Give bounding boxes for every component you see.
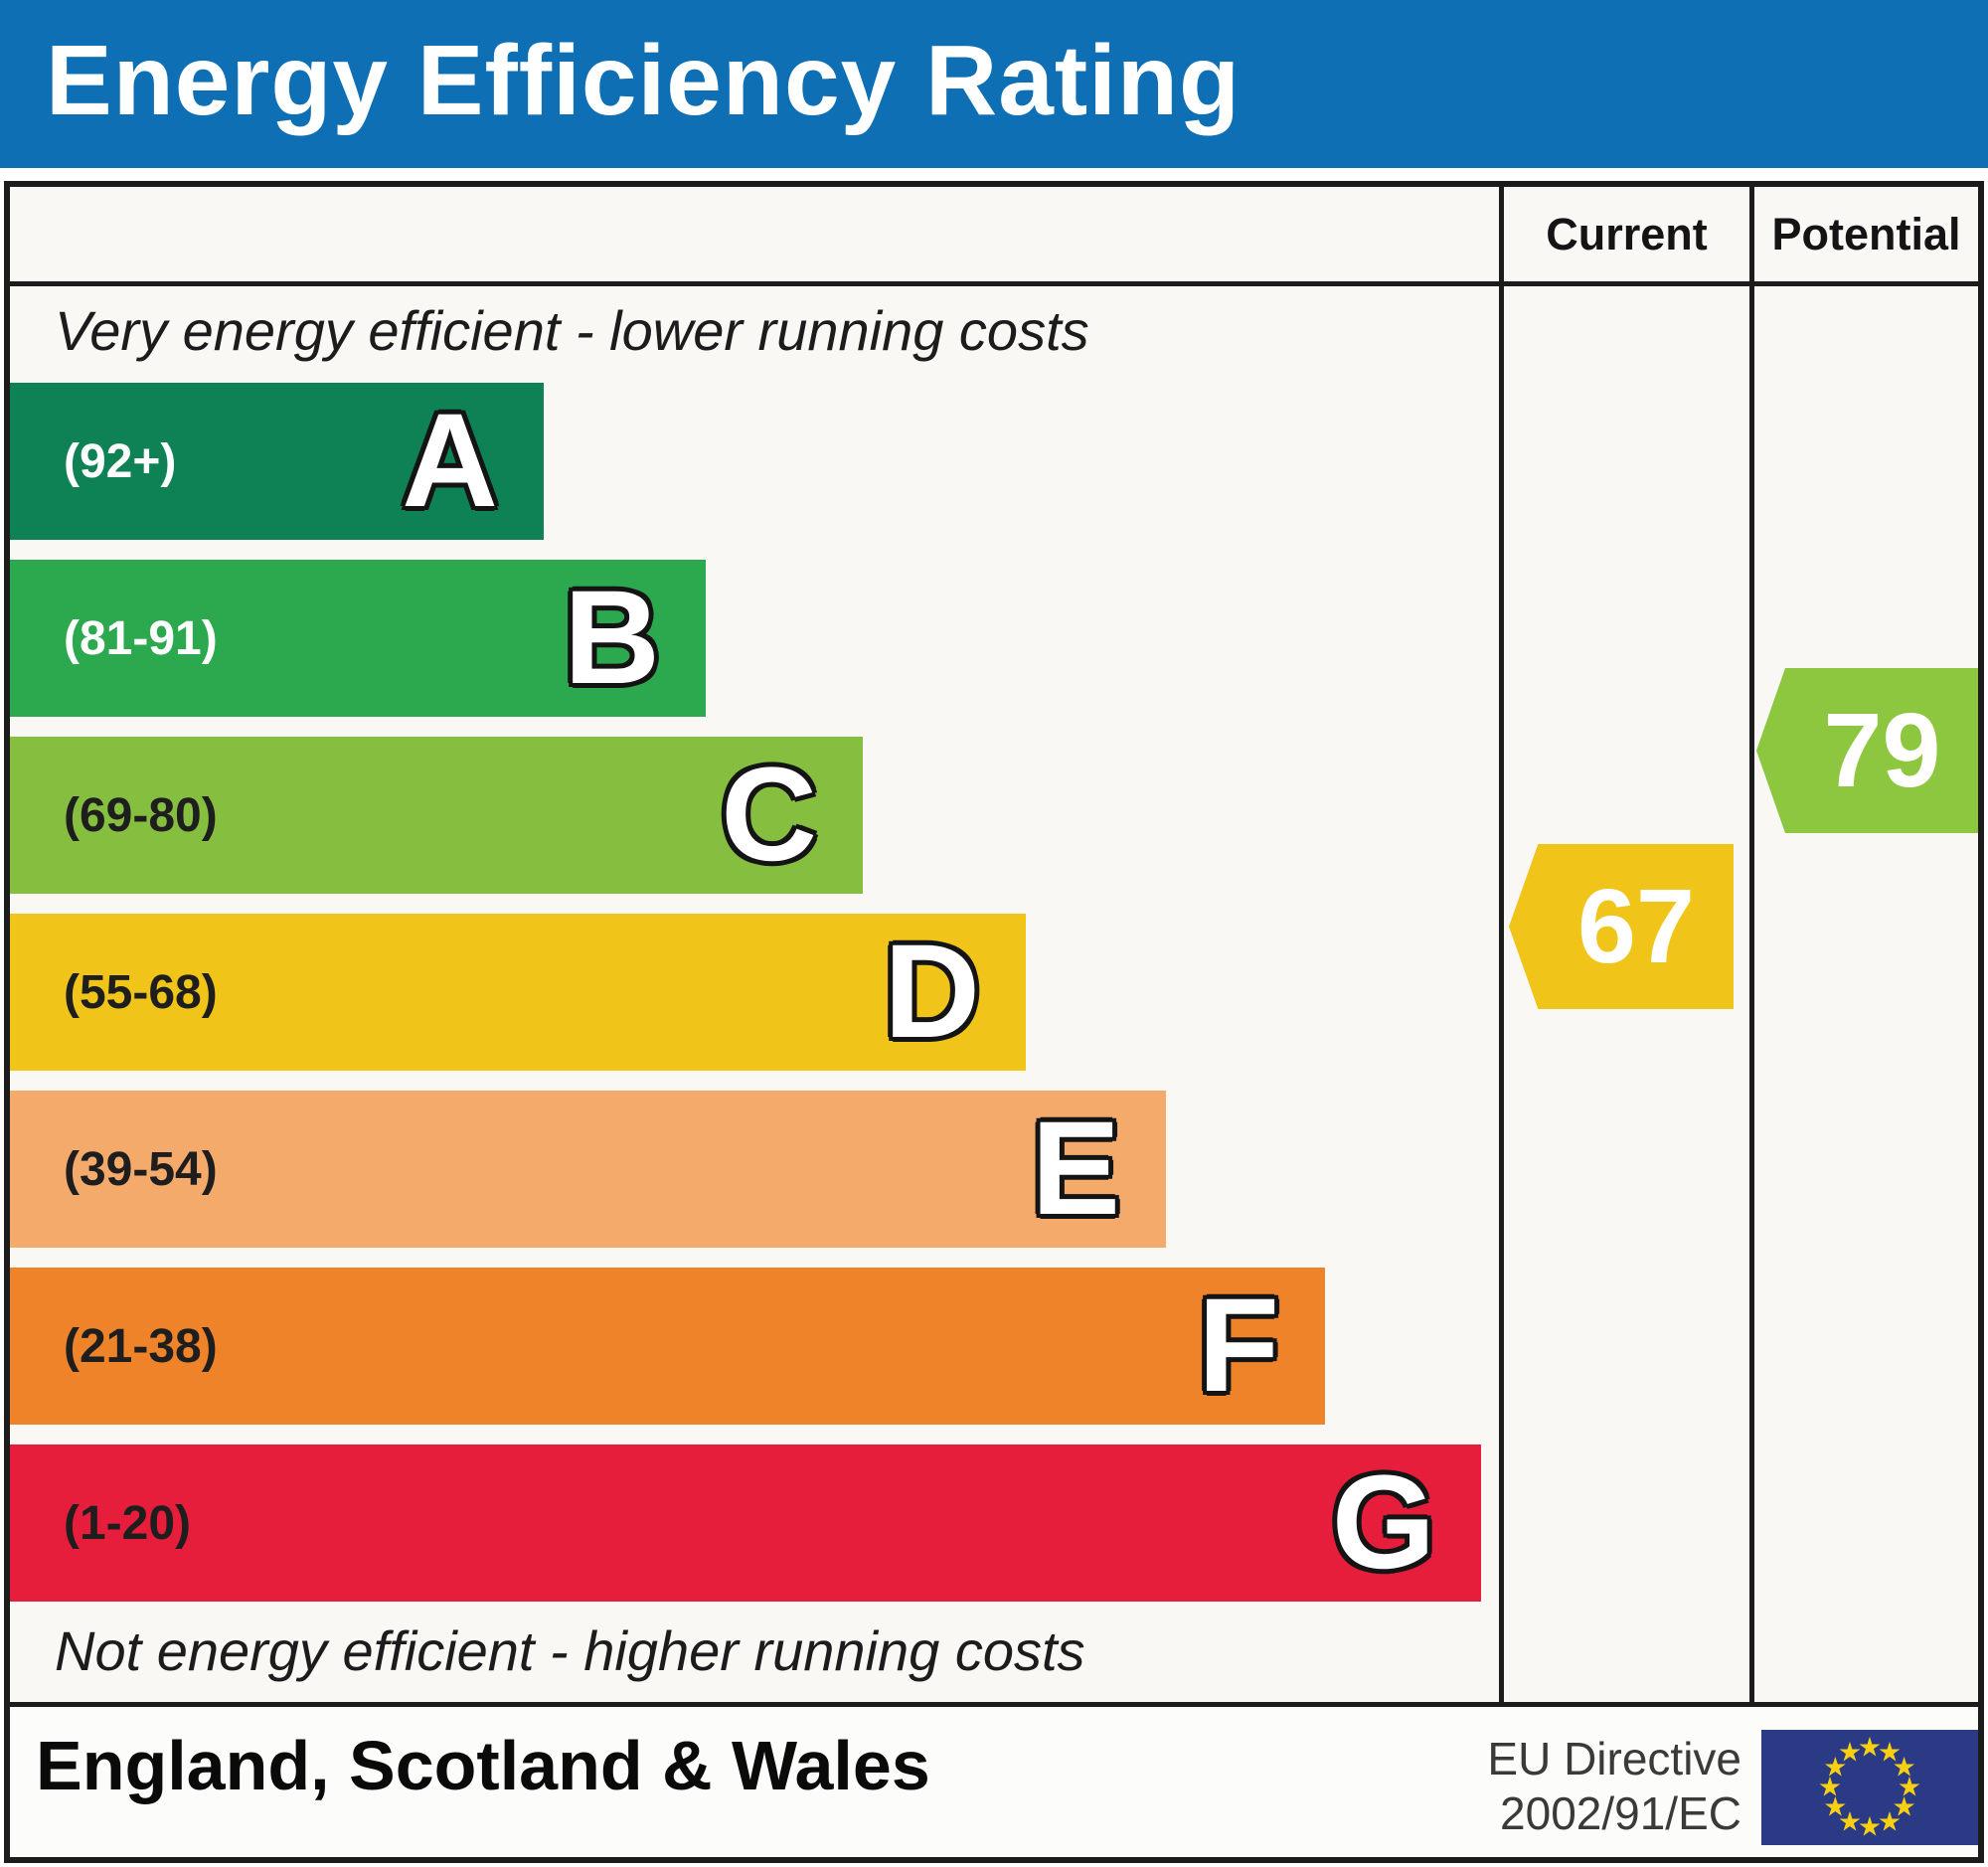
band-g-letter: G	[1331, 1448, 1435, 1597]
band-b-range: (81-91)	[64, 611, 218, 665]
title-bar: Energy Efficiency Rating	[0, 0, 1988, 168]
band-e-letter: E	[1031, 1095, 1120, 1243]
potential-rating-tag: 79	[1756, 668, 1978, 833]
band-d: (55-68) D	[10, 914, 1026, 1071]
potential-rating-value: 79	[1823, 692, 1941, 809]
band-e-range: (39-54)	[64, 1142, 218, 1196]
bottom-note: Not energy efficient - higher running co…	[55, 1619, 1085, 1682]
eu-flag-star-icon: ★	[1823, 1752, 1848, 1782]
band-a: (92+) A	[10, 383, 544, 540]
eu-directive-label: EU Directive 2002/91/EC	[1372, 1732, 1741, 1841]
band-c-letter: C	[721, 741, 817, 889]
region-label: England, Scotland & Wales	[36, 1727, 930, 1804]
eu-flag-icon: ★ ★ ★ ★ ★ ★ ★ ★ ★ ★ ★ ★	[1761, 1730, 1978, 1845]
eu-flag-star-icon: ★	[1857, 1732, 1883, 1763]
band-g: (1-20) G	[10, 1444, 1481, 1602]
rating-table: Current Potential Very energy efficient …	[4, 181, 1984, 1863]
eu-flag-star-icon: ★	[1857, 1811, 1883, 1842]
current-column-divider	[1499, 187, 1504, 1707]
column-header-potential: Potential	[1771, 208, 1961, 259]
current-rating-tag: 67	[1509, 844, 1734, 1009]
eu-directive-line1: EU Directive	[1487, 1733, 1741, 1784]
footer-row-background	[10, 1707, 1978, 1857]
band-c-range: (69-80)	[64, 788, 218, 842]
current-rating-value: 67	[1577, 868, 1695, 985]
eu-flag-star-icon: ★	[1877, 1806, 1903, 1837]
band-f-range: (21-38)	[64, 1319, 218, 1373]
potential-column-divider	[1749, 187, 1754, 1707]
band-b-letter: B	[564, 564, 660, 712]
page-title: Energy Efficiency Rating	[46, 25, 1242, 136]
band-g-range: (1-20)	[64, 1496, 192, 1550]
eu-flag-star-icon: ★	[1877, 1737, 1903, 1768]
band-e: (39-54) E	[10, 1091, 1166, 1248]
eu-flag-star-icon: ★	[1837, 1737, 1863, 1768]
eu-directive-line2: 2002/91/EC	[1500, 1787, 1741, 1839]
band-f-letter: F	[1198, 1272, 1279, 1420]
eu-flag-star-icon: ★	[1823, 1791, 1848, 1822]
band-a-range: (92+)	[64, 434, 177, 488]
eu-flag-star-icon: ★	[1817, 1772, 1843, 1802]
band-f: (21-38) F	[10, 1268, 1325, 1425]
band-d-range: (55-68)	[64, 965, 218, 1019]
eu-flag-star-icon: ★	[1892, 1752, 1916, 1782]
eu-flag-star-icon: ★	[1892, 1791, 1916, 1822]
header-row-divider	[10, 281, 1978, 286]
band-b: (81-91) B	[10, 560, 706, 717]
top-note: Very energy efficient - lower running co…	[55, 299, 1089, 362]
eu-flag-star-icon: ★	[1897, 1772, 1922, 1802]
column-header-current: Current	[1546, 208, 1708, 259]
band-c: (69-80) C	[10, 737, 863, 894]
band-a-letter: A	[402, 387, 498, 535]
eu-flag-star-icon: ★	[1837, 1806, 1863, 1837]
band-d-letter: D	[884, 918, 980, 1066]
table-bottom-divider	[10, 1702, 1978, 1707]
